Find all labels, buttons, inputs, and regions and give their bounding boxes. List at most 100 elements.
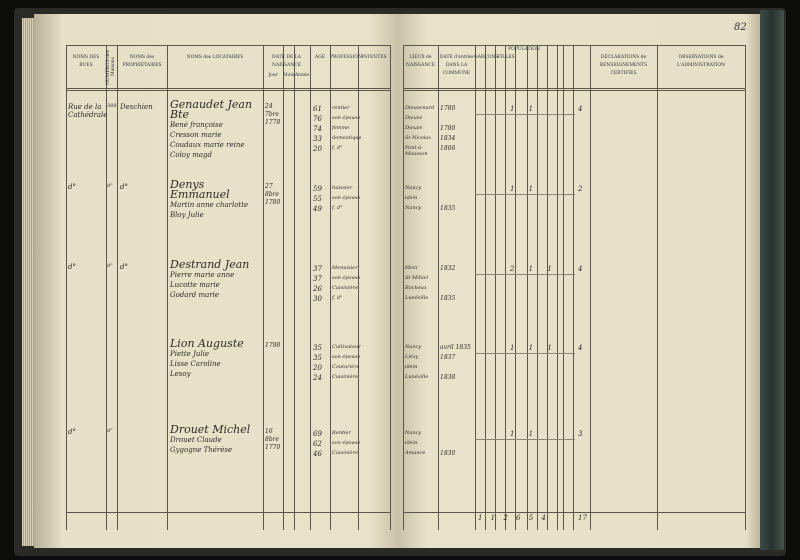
population-counts: 2 1 1	[510, 265, 558, 273]
column-header: AGE	[314, 55, 326, 60]
birth-date: 27 8bre 1780	[265, 183, 309, 207]
household-total: 4	[578, 344, 583, 352]
birthplace: St Mihiel	[405, 275, 429, 281]
age: 35	[313, 354, 322, 362]
entry-date: 1832	[440, 265, 456, 272]
age: 55	[313, 195, 322, 203]
column-rule	[263, 45, 264, 530]
birthplace: Nancy	[405, 205, 422, 211]
totals-rule	[66, 512, 390, 513]
age: 61	[313, 105, 322, 113]
age: 24	[313, 374, 322, 382]
age: 26	[313, 285, 322, 293]
column-rule	[475, 45, 476, 530]
totals-population: 1 1 2 6 5 4	[478, 514, 549, 522]
tenant-name: Coudaux marie reine	[170, 141, 245, 149]
tenant-name: Cresson marie	[170, 131, 222, 139]
profession: son épouse	[332, 275, 361, 281]
tenant-name: Lesoy	[170, 370, 191, 378]
tenant-name: Genaudet Jean Bte	[170, 98, 253, 121]
column-rule	[438, 45, 439, 530]
entry-date: 1835	[440, 205, 456, 212]
header-rule	[403, 45, 745, 46]
column-rule	[310, 45, 311, 530]
birth-date: 16 8bre 1770	[265, 428, 309, 452]
tenant-list: Drouet Michel Drouet Claude Gygogne Thérès…	[170, 424, 262, 455]
birth-date-part: 16	[265, 428, 273, 435]
right-page	[398, 14, 760, 548]
house-number: d°	[107, 428, 113, 434]
profession: femme	[332, 125, 350, 131]
population-counts: 1 1	[510, 105, 540, 113]
house-number: 388	[107, 103, 117, 109]
birthplace: Amance	[405, 450, 426, 456]
household-total: 4	[578, 265, 583, 273]
birth-date: 1798	[265, 342, 309, 350]
profession: huissier	[332, 185, 353, 191]
household-total: 3	[578, 430, 583, 438]
column-header: NOMS des LOCATAIRES	[186, 55, 244, 60]
birth-date-part: 7bre	[265, 111, 280, 118]
birth-date-part: 1778	[265, 119, 281, 126]
column-rule	[573, 45, 574, 530]
household-total: 4	[578, 105, 583, 113]
column-rule	[557, 45, 558, 530]
birth-date-part: 1780	[265, 199, 281, 206]
dotted-rule	[475, 194, 575, 195]
birthplace: idem	[405, 364, 418, 370]
street-name: d°	[68, 263, 76, 271]
population-counts: 1 1 1	[510, 344, 558, 352]
totals-rule	[403, 512, 745, 513]
profession: Cultivateur	[332, 344, 361, 350]
totals-count: 17	[578, 514, 587, 522]
tenant-list: Genaudet Jean Bte Bené françoise Cresson m…	[170, 98, 262, 160]
entry-date: 1838	[440, 374, 456, 381]
profession: Rentier	[332, 430, 351, 436]
column-subheader: FILLES	[497, 55, 515, 60]
birthplace: Lunéville	[405, 374, 429, 380]
proprietor-name: d°	[120, 183, 128, 191]
profession: son épouse	[332, 440, 361, 446]
profession: f. d°	[332, 295, 343, 301]
profession: Couturière	[332, 364, 360, 370]
profession: f. d°	[332, 205, 343, 211]
header-rule	[403, 90, 745, 91]
age: 76	[313, 115, 322, 123]
tenant-name: Godard marie	[170, 291, 220, 299]
entry-date: 1806	[440, 145, 456, 152]
tenant-name: Gygogne Thérèse	[170, 446, 233, 454]
tenant-name: Bené françoise	[170, 121, 223, 129]
street-name: d°	[68, 183, 76, 191]
column-rule	[505, 45, 506, 530]
column-rule	[485, 45, 486, 530]
column-subheader: Jour	[268, 73, 278, 78]
household-total: 2	[578, 185, 583, 193]
tenant-name: Lucotte marie	[170, 281, 220, 289]
tenant-name: Lion Auguste	[170, 337, 244, 350]
age: 69	[313, 430, 322, 438]
birthplace: Liézy	[405, 354, 419, 360]
age: 33	[313, 135, 322, 143]
column-rule	[358, 45, 359, 530]
dotted-rule	[475, 353, 575, 354]
age: 37	[313, 275, 322, 283]
house-number: d°	[107, 183, 113, 189]
column-rule	[330, 45, 331, 530]
entry-date: 1834	[440, 135, 456, 142]
page-number: 82	[734, 22, 747, 33]
header-rule	[66, 90, 390, 91]
header-rule	[66, 45, 390, 46]
column-rule	[657, 45, 658, 530]
tenant-name: Denys Emmanuel	[170, 178, 230, 201]
birthplace: Dieuzenard	[405, 105, 435, 111]
column-rule	[547, 45, 548, 530]
tenant-name: Destrand Jean	[170, 258, 250, 271]
header-rule	[403, 88, 745, 89]
population-counts: 1 1	[510, 430, 540, 438]
birth-date-part: 1798	[265, 342, 281, 349]
tenant-name: Lisse Caroline	[170, 360, 221, 368]
birthplace: St Nicolas	[405, 135, 431, 141]
column-rule	[495, 45, 496, 530]
entry-date: 1837	[440, 354, 456, 361]
profession: son épouse	[332, 354, 361, 360]
